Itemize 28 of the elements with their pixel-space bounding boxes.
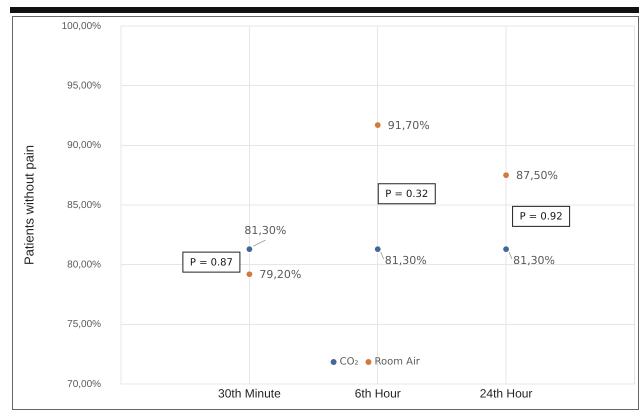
y-tick-label: 85,00% (67, 200, 102, 211)
annotation: P = 0.92 (520, 211, 563, 222)
legend-label: Room Air (374, 356, 421, 368)
y-axis-title: Patients without pain (21, 145, 36, 265)
x-tick-label: 24th Hour (480, 386, 532, 401)
y-tick-label: 75,00% (67, 319, 102, 330)
x-tick-label: 6th Hour (354, 386, 401, 401)
y-tick-label: 90,00% (67, 140, 102, 152)
point (502, 172, 510, 179)
data-label: 79,20% (259, 268, 302, 282)
point (374, 122, 382, 129)
x-tick-label: 30th Minute (218, 386, 282, 401)
annotation: P = 0.32 (385, 188, 428, 200)
annotation: P = 0.87 (190, 257, 233, 268)
legend-label: CO₂ (340, 356, 358, 368)
data-label: 81,30% (244, 224, 286, 238)
point (374, 246, 382, 253)
y-tick-label: 100,00% (62, 20, 102, 32)
data-label: 81,30% (384, 254, 427, 268)
point (246, 246, 253, 253)
data-label: 87,50% (516, 169, 558, 182)
point (246, 270, 253, 278)
data-label: 91,70% (388, 118, 430, 132)
y-tick-label: 95,00% (67, 80, 102, 92)
y-tick-label: 80,00% (67, 259, 102, 270)
y-tick-label: 70,00% (67, 378, 102, 390)
data-label: 81,30% (513, 254, 556, 268)
point (502, 246, 510, 253)
